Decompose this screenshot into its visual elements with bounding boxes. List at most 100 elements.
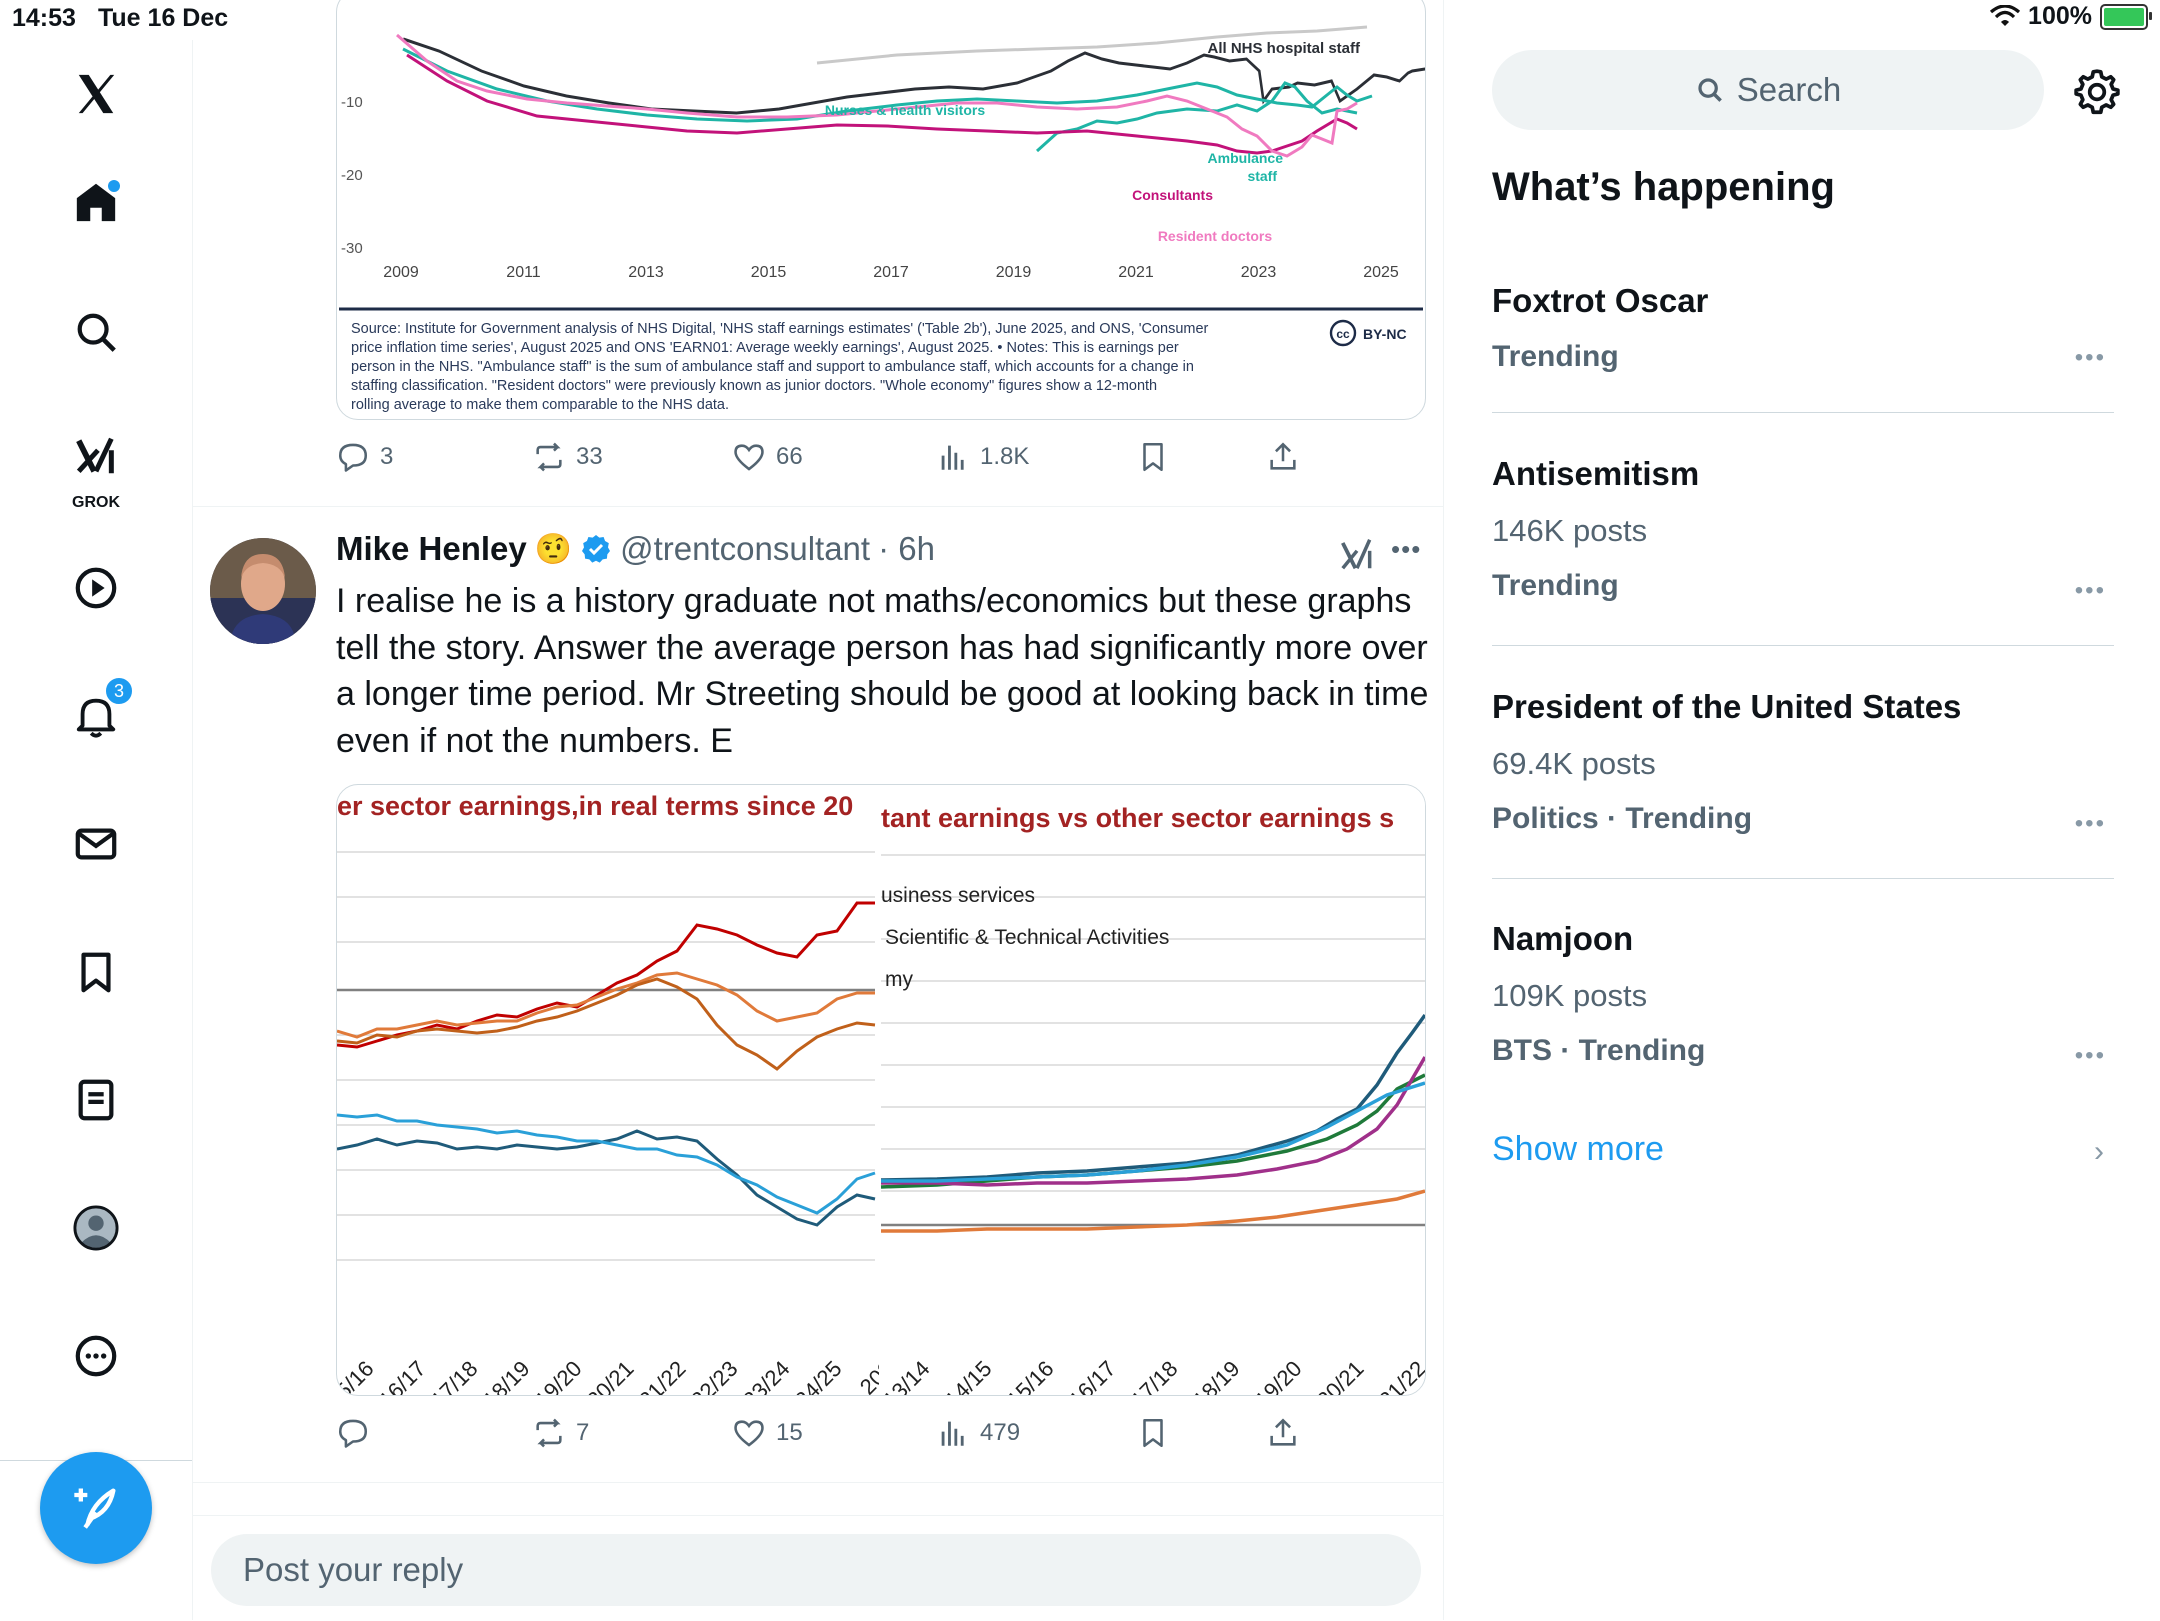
trend-meta: Politics · Trending: [1492, 802, 1753, 835]
right-sidebar: Search What’s happening Foxtrot Oscar Tr…: [1444, 0, 2160, 1620]
post1-share-button[interactable]: [1266, 440, 1300, 474]
series-all-nhs-staff: [402, 37, 1425, 115]
post2-view-count: 479: [980, 1419, 1021, 1446]
left-series-brown: [337, 977, 876, 1071]
left-series-lightblue: [337, 1113, 876, 1215]
lists-icon[interactable]: [60, 1064, 132, 1136]
left-chart-title: er sector earnings,in real terms since 2…: [337, 791, 853, 821]
mail-svg: [75, 828, 117, 860]
post2-reply-button[interactable]: [336, 1416, 380, 1450]
post2-author-avatar[interactable]: [210, 538, 316, 644]
x-logo-icon[interactable]: [60, 58, 132, 130]
profile-icon[interactable]: [60, 1192, 132, 1264]
home-icon[interactable]: [60, 166, 132, 238]
post-separator: [193, 506, 1443, 507]
post2-actions: 7 15 479: [336, 1416, 1336, 1460]
post2-author-name[interactable]: Mike Henley: [336, 530, 527, 567]
right-series-orange: [881, 1189, 1425, 1233]
trend-more-icon[interactable]: •••: [2074, 577, 2106, 604]
trend-posts: 69.4K posts: [1492, 746, 1656, 781]
compose-feather-icon: [74, 1488, 116, 1529]
reply-icon: [338, 1419, 368, 1448]
post1-bookmark-button[interactable]: [1136, 440, 1170, 474]
trend-posts: 146K posts: [1492, 513, 1648, 548]
trend-title: President of the United States: [1492, 688, 1962, 725]
explore-search-icon[interactable]: [60, 296, 132, 368]
grok-svg: [76, 437, 114, 474]
compose-post-button[interactable]: [40, 1452, 152, 1564]
repost-icon: [536, 442, 562, 472]
post2-author-handle[interactable]: @trentconsultant: [620, 530, 871, 567]
grok-explain-icon[interactable]: [1338, 535, 1376, 573]
post1-chart: -10 -20 -30 2009 2011 2013 2015 2017 2019 2021 20…: [339, 25, 1425, 413]
series-ambulance: [1035, 81, 1358, 153]
label-ambulance-2: staff: [1247, 168, 1277, 184]
trend-item[interactable]: Antisemitism 146K posts Trending •••: [1492, 455, 2114, 646]
trend-more-icon[interactable]: •••: [2074, 1042, 2106, 1069]
post-separator: [193, 1482, 1443, 1483]
x-tick-label: 15/16: [337, 1356, 379, 1395]
right-legend-1: usiness services: [881, 884, 1035, 907]
post2-media-card[interactable]: er sector earnings,in real terms since 2…: [336, 784, 1426, 1396]
post2-bookmark-button[interactable]: [1136, 1416, 1170, 1450]
post2-text: I realise he is a history graduate not m…: [336, 582, 1429, 760]
more-svg: [75, 1335, 117, 1377]
battery-icon: [2100, 3, 2152, 30]
y-tick-label: -20: [341, 167, 363, 184]
trend-item[interactable]: Namjoon 109K posts BTS · Trending •••: [1492, 920, 2114, 1070]
post2-share-button[interactable]: [1266, 1416, 1300, 1450]
post2-repost-button[interactable]: 7: [532, 1416, 589, 1450]
left-series-navy: [337, 1129, 876, 1227]
like-heart-icon: [734, 1420, 764, 1447]
post1-views-button[interactable]: 1.8K: [936, 440, 1029, 474]
post2-timestamp[interactable]: · 6h: [878, 530, 935, 567]
label-all-nhs-staff: All NHS hospital staff: [1207, 40, 1361, 57]
bookmarks-icon[interactable]: [60, 936, 132, 1008]
source-line: rolling average to make them comparable …: [351, 397, 729, 413]
share-icon: [1270, 442, 1296, 470]
x-tick-label: 2017: [873, 264, 909, 281]
trend-posts: 109K posts: [1492, 978, 1648, 1013]
reply-icon: [338, 443, 368, 472]
post2-left-chart: er sector earnings,in real terms since 2…: [337, 791, 899, 1395]
post1-repost-button[interactable]: 33: [532, 440, 603, 474]
source-line: staffing classification. "Resident docto…: [351, 378, 1157, 394]
post1-reply-count: 3: [380, 443, 394, 470]
post1-like-button[interactable]: 66: [732, 440, 803, 474]
reply-input[interactable]: Post your reply: [211, 1534, 1421, 1606]
show-more-link[interactable]: Show more: [1492, 1130, 1664, 1168]
source-line: person in the NHS. "Ambulance staff" is …: [351, 359, 1194, 375]
trend-item[interactable]: President of the United States 69.4K pos…: [1492, 688, 2114, 879]
post1-media-card[interactable]: -10 -20 -30 2009 2011 2013 2015 2017 2019 2021 20…: [336, 0, 1426, 420]
trend-more-icon[interactable]: •••: [2074, 810, 2106, 837]
messages-icon[interactable]: [60, 808, 132, 880]
x-tick-label: 2015: [751, 264, 787, 281]
grok-icon[interactable]: GROK: [60, 420, 132, 511]
license-text: BY-NC: [1363, 326, 1407, 342]
cc-text: cc: [1336, 327, 1350, 341]
right-chart-title: tant earnings vs other sector earnings s: [881, 803, 1394, 833]
more-icon[interactable]: [60, 1320, 132, 1392]
left-series-orange: [337, 971, 875, 1039]
notifications-icon[interactable]: 3: [60, 676, 134, 752]
settings-gear-icon[interactable]: [2072, 66, 2122, 116]
post1-like-count: 66: [776, 443, 803, 470]
x-tick-label: 2009: [383, 264, 419, 281]
grok-label: GROK: [72, 494, 120, 511]
series-whole-economy-gray: [816, 25, 1368, 65]
video-icon[interactable]: [60, 552, 132, 624]
post2-like-button[interactable]: 15: [732, 1416, 803, 1450]
reply-bar: Post your reply: [193, 1515, 1443, 1621]
trend-item[interactable]: Foxtrot Oscar Trending •••: [1492, 282, 2114, 413]
post2-like-count: 15: [776, 1419, 803, 1446]
post2-repost-count: 7: [576, 1419, 590, 1446]
post2-more-options-icon[interactable]: •••: [1391, 534, 1422, 564]
trend-more-icon[interactable]: •••: [2074, 344, 2106, 371]
post1-reply-button[interactable]: 3: [336, 440, 393, 474]
search-input[interactable]: Search: [1492, 50, 2044, 130]
whats-happening-heading: What’s happening: [1492, 165, 1835, 209]
bookmark-icon: [1143, 442, 1163, 472]
post2-views-button[interactable]: 479: [936, 1416, 1020, 1450]
wifi-icon: [1990, 4, 2021, 26]
trend-meta: Trending: [1492, 340, 1619, 373]
